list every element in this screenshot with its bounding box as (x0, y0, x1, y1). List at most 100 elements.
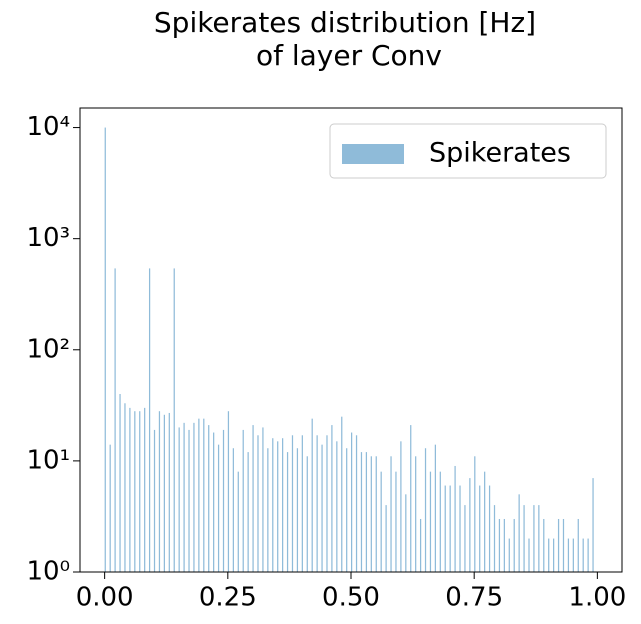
histogram-bar (267, 448, 269, 572)
chart-title: of layer Conv (256, 39, 442, 72)
histogram-bar (252, 425, 254, 572)
histogram-bar (237, 471, 239, 572)
histogram-bar (173, 268, 175, 572)
histogram-bar (213, 432, 215, 572)
histogram-bar (592, 478, 594, 572)
histogram-bar (562, 518, 565, 572)
histogram-bar (203, 418, 205, 572)
histogram-bar (484, 471, 486, 572)
histogram-bar (129, 407, 131, 572)
histogram-bar (316, 435, 318, 572)
histogram-bar (439, 471, 441, 572)
histogram-bar (296, 448, 299, 572)
histogram-bar (567, 538, 570, 572)
histogram-bar (449, 485, 451, 572)
histogram-bar (331, 425, 333, 572)
x-tick-label: 0.50 (322, 583, 380, 613)
histogram-bar (370, 456, 372, 572)
histogram-bar (513, 518, 515, 572)
histogram-bar (139, 411, 141, 572)
histogram-bar (104, 127, 106, 572)
histogram-bar (488, 485, 491, 572)
chart-title: Spikerates distribution [Hz] (154, 6, 536, 39)
y-tick-label: 10¹ (26, 445, 70, 475)
histogram-bar (553, 538, 555, 572)
histogram-bar (538, 505, 540, 572)
histogram-bar (577, 518, 579, 572)
histogram-bar (360, 452, 363, 572)
histogram-bar (242, 429, 244, 572)
histogram-bar (119, 393, 121, 572)
histogram-bar (385, 505, 387, 572)
histogram-bar (247, 452, 249, 572)
y-tick-label: 10⁰ (26, 557, 70, 587)
histogram-bar (508, 538, 510, 572)
histogram-bar (498, 518, 501, 572)
histogram-bar (198, 418, 200, 572)
histogram-bar (582, 538, 584, 572)
histogram-bar (336, 441, 338, 572)
histogram-bar (528, 538, 530, 572)
histogram-bar (208, 425, 210, 572)
histogram-bar (355, 435, 358, 572)
histogram-bar (479, 485, 481, 572)
histogram-bar (153, 429, 156, 572)
histogram-bar (301, 435, 303, 572)
histogram-bar (424, 448, 427, 572)
histogram-bar (232, 448, 234, 572)
histogram-bar (469, 478, 471, 572)
histogram-bar (217, 444, 220, 572)
histogram-bar (282, 438, 284, 572)
histogram-bar (148, 268, 151, 572)
histogram-bar (272, 438, 274, 572)
histogram-bar (227, 411, 230, 572)
histogram-bar (464, 505, 466, 572)
histogram-bar (291, 435, 294, 572)
histogram-bar (390, 456, 392, 572)
histogram-bar (523, 505, 525, 572)
histogram-bar (587, 538, 589, 572)
legend-swatch (342, 144, 404, 164)
histogram-bar (375, 456, 377, 572)
histogram-bar (158, 411, 161, 572)
histogram-bar (326, 435, 328, 572)
x-tick-label: 0.00 (76, 583, 134, 613)
histogram-bar (277, 441, 279, 572)
histogram-bar (543, 518, 545, 572)
histogram-bar (188, 429, 190, 572)
histogram-bar (572, 538, 574, 572)
histogram-bar (257, 435, 259, 572)
y-tick-label: 10⁴ (26, 112, 70, 142)
histogram-bar (365, 452, 368, 572)
histogram-bar (474, 456, 476, 572)
histogram-bar (518, 494, 520, 572)
histogram-bar (503, 518, 505, 572)
histogram-bar (434, 444, 436, 572)
y-tick-label: 10³ (26, 223, 70, 253)
histogram-bar (193, 422, 195, 572)
histogram-bar (183, 422, 185, 572)
histogram-bar (351, 432, 353, 572)
histogram-bar (346, 448, 348, 572)
histogram-bar (144, 407, 146, 572)
histogram-bar (222, 429, 225, 572)
histogram-bar (444, 485, 446, 572)
histogram-bar (380, 471, 382, 572)
histogram-bar (410, 425, 412, 572)
histogram-bar (548, 538, 550, 572)
histogram-bar (163, 414, 165, 572)
x-tick-label: 0.75 (445, 583, 503, 613)
histogram-bar (178, 427, 180, 572)
histogram-bar (395, 471, 397, 572)
histogram-bar (114, 268, 116, 572)
histogram-bar (419, 518, 422, 572)
histogram-bar (415, 456, 417, 572)
histogram-bar (493, 505, 496, 572)
x-tick-label: 0.25 (199, 583, 257, 613)
histogram-bar (400, 441, 402, 572)
histogram-bar (454, 465, 456, 572)
legend-label: Spikerates (429, 138, 571, 169)
histogram-bar (306, 456, 308, 572)
histogram-bar (429, 471, 432, 572)
